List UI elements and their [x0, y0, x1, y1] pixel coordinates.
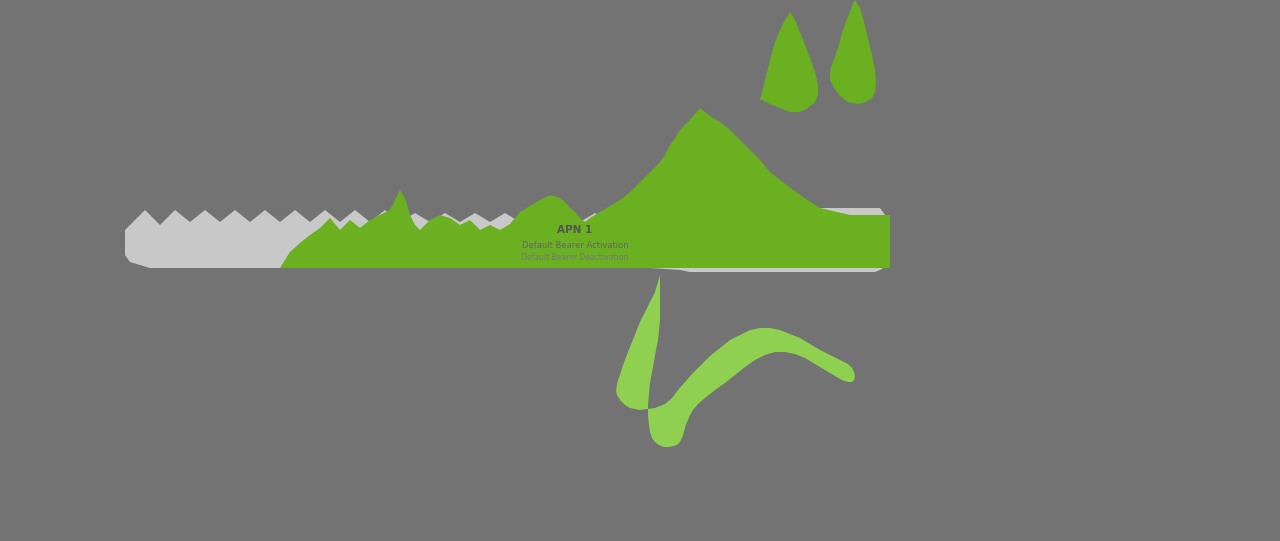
Polygon shape: [760, 12, 818, 112]
Text: APN 1: APN 1: [557, 225, 593, 235]
Text: Default Bearer Activation: Default Bearer Activation: [522, 241, 628, 249]
Polygon shape: [280, 108, 890, 268]
Text: Default Bearer Deactivation: Default Bearer Deactivation: [521, 253, 628, 261]
Polygon shape: [125, 208, 890, 272]
Polygon shape: [829, 0, 876, 104]
Polygon shape: [616, 268, 855, 447]
